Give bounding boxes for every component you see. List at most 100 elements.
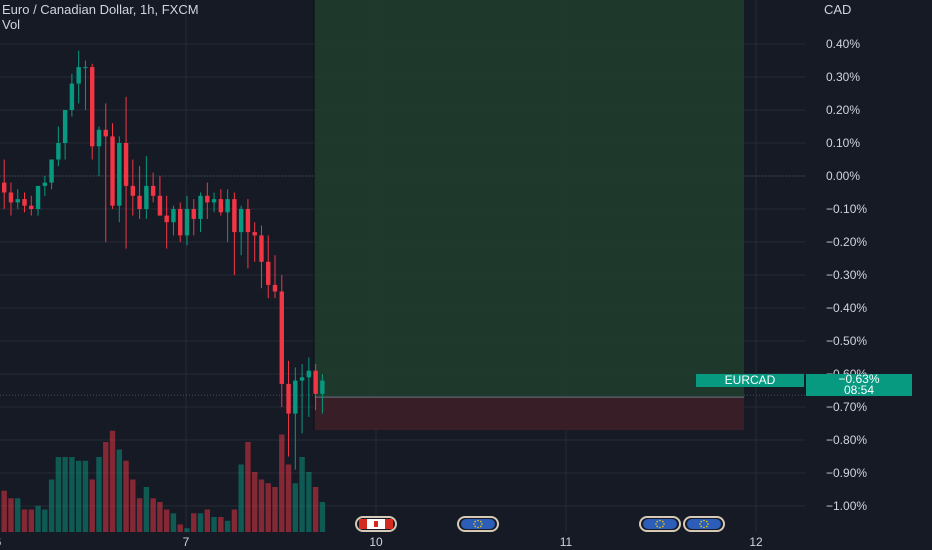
candle-body [22, 199, 27, 206]
price-tick-label: 0.30% [826, 70, 860, 84]
price-tick-label: −0.30% [826, 268, 867, 282]
candle-body [96, 129, 102, 147]
flag-star [707, 523, 709, 525]
price-tick-label: 0.20% [826, 103, 860, 117]
volume-bars [1, 430, 326, 532]
candle-body [279, 291, 284, 384]
flag-star [659, 519, 661, 522]
volume-bar [285, 464, 292, 532]
candle-body [171, 209, 176, 223]
flag-star [477, 519, 479, 522]
candle-body [238, 209, 244, 233]
candle-body [83, 67, 88, 69]
flag-star [480, 525, 482, 528]
volume-label[interactable]: Vol [2, 17, 21, 32]
candle-body [191, 209, 196, 219]
flag-star [656, 525, 658, 528]
volume-bar [245, 442, 251, 532]
volume-bar [1, 490, 7, 532]
candle-body [198, 195, 203, 219]
candle-body [178, 209, 183, 236]
maple-leaf [374, 521, 378, 527]
candle-body [225, 199, 230, 213]
candle-body [313, 370, 318, 394]
last-price-percent: −0.63% [838, 372, 880, 386]
volume-bar [163, 509, 170, 532]
flag-star [656, 520, 658, 523]
candle-body [8, 192, 14, 203]
event-badge [639, 516, 681, 532]
symbol-title[interactable]: Euro / Canadian Dollar, 1h, FXCM [2, 2, 199, 17]
eu-flag-icon[interactable] [639, 516, 681, 532]
eu-flag-icon[interactable] [457, 516, 499, 532]
candle-body [272, 284, 278, 292]
flag-star [474, 525, 476, 528]
axis-currency-label: CAD [824, 2, 852, 17]
volume-bar [35, 505, 41, 532]
price-tick-label: −0.10% [826, 202, 867, 216]
price-axis: 0.40% 0.30% 0.20% 0.10% 0.00% −0.10% −0.20% −0.… [826, 37, 867, 513]
volume-bar [170, 513, 177, 532]
price-tick-label: −0.40% [826, 301, 867, 315]
volume-bar [42, 509, 48, 532]
chart-legend: Euro / Canadian Dollar, 1h, FXCM Vol [2, 2, 199, 32]
volume-bar [211, 517, 217, 532]
volume-bar [15, 498, 21, 532]
eu-flag-icon[interactable] [683, 516, 725, 532]
volume-bar [21, 509, 28, 532]
flag-star [474, 520, 476, 523]
event-icons [355, 516, 725, 532]
candle-body [205, 195, 210, 203]
time-tick-label: 11 [560, 535, 573, 549]
candle-body [90, 67, 95, 147]
candle-body [137, 195, 142, 209]
candle-body [218, 199, 224, 213]
flag-star [480, 520, 482, 523]
price-tick-label: 0.40% [826, 37, 860, 51]
volume-bar [177, 524, 183, 532]
candle-body [69, 83, 75, 110]
flag-star [703, 526, 705, 529]
candle-body [144, 185, 149, 209]
volume-bar [204, 509, 210, 532]
candle-body [293, 380, 298, 414]
flag-field [687, 519, 721, 529]
canada-flag-icon[interactable] [355, 516, 397, 532]
flag-star [703, 519, 705, 522]
candle-body [117, 143, 122, 206]
volume-bar [224, 520, 231, 532]
candle-body [306, 370, 312, 378]
flag-field [461, 519, 495, 529]
volume-bar [258, 479, 265, 532]
candle-body [103, 129, 108, 137]
price-tick-label: −1.00% [826, 499, 867, 513]
candle-body [123, 143, 129, 186]
volume-bar [218, 517, 224, 532]
volume-bar [8, 498, 14, 532]
flag-band [359, 519, 367, 529]
flag-star [655, 523, 657, 525]
time-tick-label: 6 [0, 535, 2, 549]
time-axis: 6 7 10 11 12 [0, 535, 763, 549]
candle-body [76, 67, 81, 84]
flag-star [473, 523, 475, 525]
volume-bar [231, 509, 238, 532]
candle-body [232, 199, 237, 233]
flag-star [663, 523, 665, 525]
volume-bar [55, 457, 62, 532]
candle-body [266, 261, 271, 285]
flag-field [643, 519, 677, 529]
candle-body [35, 185, 41, 209]
volume-bar [69, 457, 75, 532]
flag-star [662, 520, 664, 523]
flag-star [481, 523, 483, 525]
candle-body [42, 182, 48, 186]
volume-bar [312, 487, 319, 532]
candle-body [2, 182, 7, 193]
volume-bar [265, 483, 271, 532]
bar-countdown: 08:54 [843, 383, 875, 397]
candle-body [245, 209, 251, 233]
candle-body [62, 110, 68, 143]
take-profit-zone [314, 0, 744, 398]
